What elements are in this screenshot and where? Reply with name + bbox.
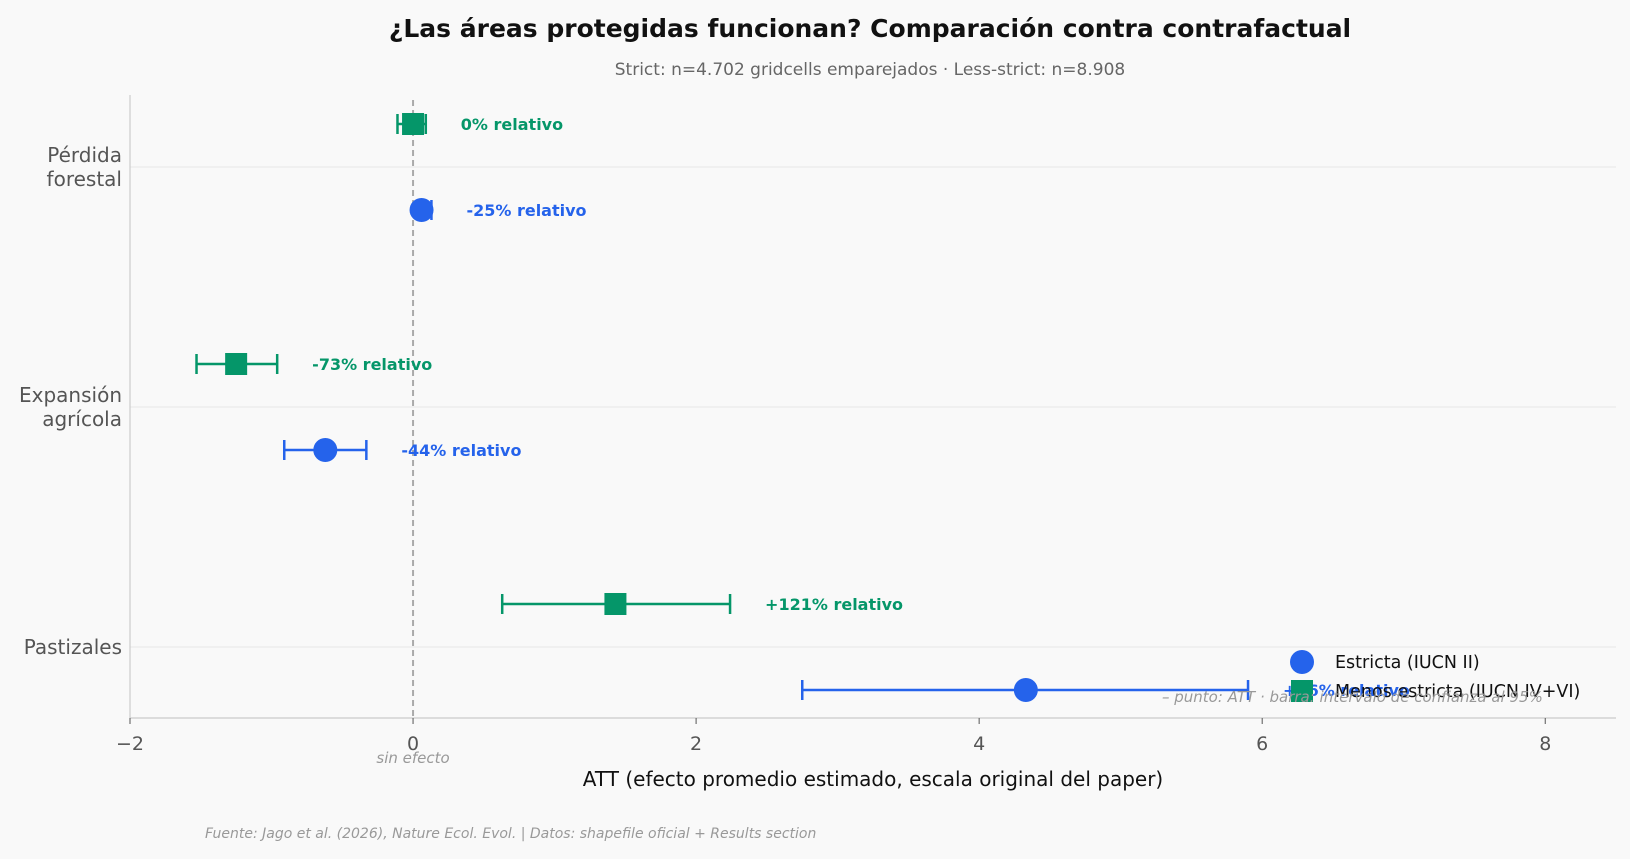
relative-change-label: +121% relativo <box>765 595 903 614</box>
source-note: Fuente: Jago et al. (2026), Nature Ecol.… <box>205 826 817 842</box>
att-point-square <box>402 113 425 135</box>
legend-label-strict: Estricta (IUCN II) <box>1335 653 1480 673</box>
x-axis-label: ATT (efecto promedio estimado, escala or… <box>583 767 1163 791</box>
y-tick-label: Pérdida forestal <box>47 143 122 191</box>
less_strict-point-group: -73% relativo <box>195 353 432 375</box>
att-point-circle <box>1013 678 1038 702</box>
relative-change-label: +86% relativo <box>1283 681 1410 700</box>
att-point-circle <box>313 438 338 462</box>
chart-subtitle: Strict: n=4.702 gridcells emparejados · … <box>614 60 1126 80</box>
x-tick-label: 8 <box>1539 733 1551 755</box>
relative-change-label: -25% relativo <box>466 201 586 220</box>
x-tick-label: −2 <box>116 733 144 755</box>
less_strict-point-group: +121% relativo <box>500 593 903 615</box>
x-tick-label: 0 <box>407 733 419 755</box>
x-tick-label: 2 <box>690 733 702 755</box>
strict-point-group: -44% relativo <box>283 438 521 462</box>
att-point-circle <box>409 198 434 222</box>
legend-marker-strict <box>1290 650 1314 674</box>
plot-note: – punto: ATT · barra: intervalo de confi… <box>1162 688 1543 706</box>
relative-change-label: -73% relativo <box>312 355 432 374</box>
legend: Estricta (IUCN II) Menos estricta (IUCN I… <box>1290 650 1580 702</box>
relative-change-label: -44% relativo <box>401 441 521 460</box>
legend-label-less-strict: Menos estricta (IUCN IV+VI) <box>1335 682 1580 702</box>
y-tick-label: Pastizales <box>24 635 122 659</box>
zero-label: sin efecto <box>376 749 449 767</box>
x-tick-label: 6 <box>1256 733 1268 755</box>
att-point-square <box>604 593 627 615</box>
chart-title: ¿Las áreas protegidas funcionan? Compara… <box>388 14 1352 43</box>
strict-point-group: -25% relativo <box>409 198 587 222</box>
x-tick-label: 4 <box>973 733 985 755</box>
y-tick-label: Expansión agrícola <box>19 383 122 431</box>
att-point-square <box>225 353 248 375</box>
relative-change-label: 0% relativo <box>461 115 563 134</box>
less_strict-point-group: 0% relativo <box>396 113 563 135</box>
legend-marker-less-strict <box>1291 680 1313 702</box>
strict-point-group: +86% relativo <box>800 678 1410 702</box>
